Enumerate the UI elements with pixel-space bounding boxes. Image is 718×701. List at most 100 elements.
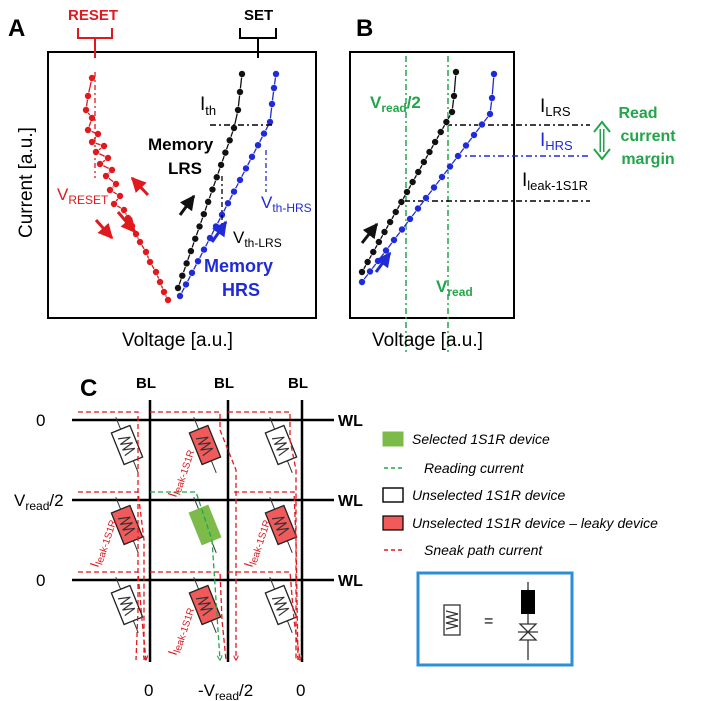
hrs-point (236, 176, 244, 184)
reset-point (164, 296, 172, 304)
lrs-point (187, 247, 195, 255)
unselected-device (264, 576, 298, 634)
lrs-b-point (420, 158, 428, 166)
ileak-label: Ileak-1S1R (522, 170, 588, 193)
vth-lrs-label: Vth-LRS (233, 228, 282, 250)
reset-point (100, 142, 108, 150)
sneak-path-5 (234, 491, 299, 661)
selected-device (188, 496, 222, 554)
reset-arrow-up (130, 176, 150, 197)
reset-point (146, 258, 154, 266)
panel-c-letter: C (80, 375, 97, 402)
lrs-b-point (436, 128, 445, 136)
reset-point (112, 180, 120, 188)
sneak-path-6 (78, 571, 146, 660)
lrs-point (238, 70, 246, 78)
reset-point (156, 278, 164, 286)
lrs-b-point (358, 268, 366, 276)
memory-hrs-line2: HRS (222, 280, 260, 300)
panel-b: B Vread/2 Vread ILRS IHRS Ileak-1S1R Rea… (349, 15, 676, 352)
sneak-path-3 (228, 411, 297, 660)
panel-a-ylabel: Current [a.u.] (16, 127, 37, 238)
hrs-b-point (358, 278, 366, 286)
sneak-path-7 (150, 571, 227, 661)
lrs-point (182, 259, 191, 268)
margin-label-3: margin (621, 151, 674, 168)
reset-line (85, 77, 169, 301)
equivalence-box (416, 571, 574, 667)
reset-point (96, 160, 104, 168)
lrs-b-point (414, 168, 423, 176)
hrs-point (224, 199, 232, 207)
hrs-b-point (470, 131, 478, 139)
col-voltage-1: 0 (144, 681, 153, 700)
lrs-b-point (425, 148, 434, 156)
lrs-point (191, 234, 200, 243)
hrs-b-point (486, 110, 494, 118)
legend-swatch-unselected (382, 487, 404, 503)
sneak-path-4 (78, 491, 145, 660)
bl-label-2: BL (214, 375, 234, 392)
lrs-b-point (386, 218, 394, 226)
hrs-b-point (366, 267, 374, 276)
sneak-paths (78, 411, 300, 661)
hrs-arrow-b (374, 251, 392, 273)
margin-label-1: Read (618, 105, 657, 122)
set-bracket (239, 28, 277, 58)
panel-b-xlabel: Voltage [a.u.] (372, 330, 483, 351)
vread-half-label: Vread/2 (370, 93, 421, 115)
reset-point (120, 206, 128, 214)
lrs-b-point (369, 248, 378, 256)
row-voltage-2: Vread/2 (14, 491, 64, 513)
panel-a: A RESET SET Ith VRESET Vth-LRS Vth-HRS M… (8, 7, 317, 351)
reset-point (84, 92, 92, 100)
reset-point (106, 186, 114, 194)
hrs-point (176, 292, 184, 300)
bl-label-3: BL (288, 375, 308, 392)
margin-label-2: current (620, 128, 676, 145)
panel-c: C BL BL BL WL WL WL 0 Vread/2 0 0 -Vread… (14, 375, 363, 701)
panel-a-frame (47, 51, 317, 319)
reset-arrow-down-2 (94, 219, 114, 240)
leaky-device (110, 496, 144, 554)
lrs-b-point (397, 198, 406, 206)
legend-reading: Reading current (424, 460, 525, 476)
wl-label-3: WL (338, 573, 363, 590)
lrs-arrow (178, 194, 196, 216)
leak-label-3: Ileak-1S1R (241, 516, 274, 569)
lrs-curve-b (358, 68, 460, 276)
leak-label-4: Ileak-1S1R (165, 604, 198, 657)
resistor-symbol (521, 590, 535, 614)
lrs-b-point (403, 188, 411, 196)
row-voltage-3: 0 (36, 571, 45, 590)
lrs-arrow-b (360, 222, 379, 244)
lrs-point (178, 271, 187, 280)
legend-swatch-selected (382, 431, 404, 447)
lrs-b-point (452, 68, 460, 76)
vread-label: Vread (436, 277, 473, 299)
reading-current-path (150, 491, 220, 660)
reset-point (92, 148, 100, 156)
unselected-device (264, 416, 298, 474)
row-voltage-1: 0 (36, 411, 45, 430)
hrs-b-point (406, 215, 414, 223)
hrs-b-point (454, 152, 462, 160)
hrs-point (242, 164, 250, 173)
hrs-b-point (438, 173, 446, 181)
set-label: SET (244, 7, 273, 24)
reset-point (102, 172, 110, 180)
wl-label-2: WL (338, 493, 363, 510)
lrs-point (234, 106, 242, 114)
vreset-label: VRESET (57, 185, 109, 207)
legend: Selected 1S1R device Reading current Uns… (382, 431, 658, 667)
reset-point (108, 166, 116, 174)
hrs-b-point (414, 204, 422, 213)
hrs-b-point (430, 183, 438, 192)
hrs-b-point (390, 236, 398, 244)
legend-unselected: Unselected 1S1R device (412, 487, 566, 503)
lrs-b-point (442, 118, 451, 126)
reset-label: RESET (68, 7, 118, 24)
legend-swatch-leaky (382, 515, 404, 531)
sneak-path-2 (150, 411, 236, 660)
reset-point (88, 114, 96, 122)
